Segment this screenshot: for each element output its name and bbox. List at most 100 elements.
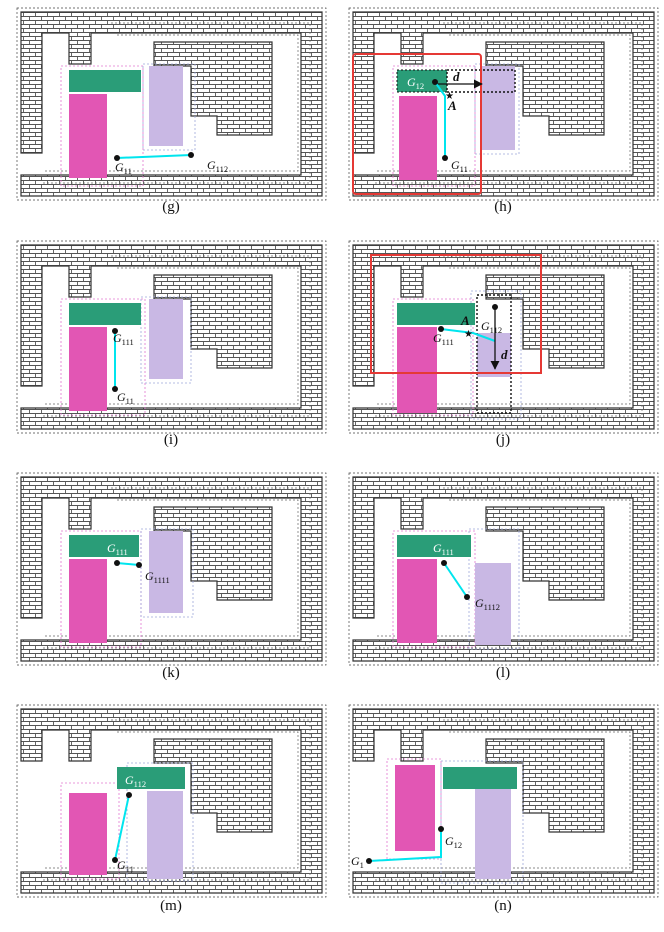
outer-boundary xyxy=(348,240,659,434)
node-label-subscript: 12 xyxy=(454,840,463,850)
green-bar-module xyxy=(397,303,475,325)
magenta-module xyxy=(399,96,437,180)
mark-a: A xyxy=(460,313,470,328)
search-window-frame xyxy=(370,254,542,374)
lavender-module xyxy=(147,791,183,879)
node-label-g11: G11 xyxy=(117,390,134,406)
target-position-box xyxy=(476,294,512,414)
node-label-subscript: 1111 xyxy=(154,575,170,585)
panel-caption-m: (m) xyxy=(160,898,182,914)
outer-boundary xyxy=(348,7,659,201)
green-bar-module xyxy=(69,303,141,325)
brick-wall xyxy=(20,244,323,430)
panel-caption-g: (g) xyxy=(162,199,180,215)
magenta-module xyxy=(69,793,107,875)
lavender-bounding-box xyxy=(468,528,520,650)
node-label-g11: G11 xyxy=(115,160,132,176)
node-label-base: G xyxy=(125,773,134,787)
panel-caption-l: (l) xyxy=(496,665,510,681)
corridor-guide xyxy=(43,255,311,417)
panel-caption-j: (j) xyxy=(496,432,510,448)
lavender-bounding-box xyxy=(440,760,524,884)
magenta-module xyxy=(395,765,435,851)
node-label-base: G xyxy=(117,390,126,404)
magenta-module xyxy=(397,559,437,643)
lavender-bounding-box xyxy=(140,296,192,384)
node-label-subscript: 1 xyxy=(360,860,364,870)
node-label-base: G xyxy=(407,75,416,89)
node-label-g112: G112 xyxy=(481,319,502,335)
magenta-module xyxy=(69,327,107,411)
node-label-g12: G12 xyxy=(445,834,462,850)
lavender-bounding-box xyxy=(142,63,196,151)
mark-a: A xyxy=(447,98,457,113)
panel-caption-h: (h) xyxy=(494,199,512,215)
node-label-subscript: 112 xyxy=(490,325,502,335)
star-marker: ★ xyxy=(464,329,473,340)
lavender-module xyxy=(475,789,511,879)
lavender-module xyxy=(475,563,511,645)
panel-l: G111 G1112 xyxy=(348,472,659,666)
outer-boundary xyxy=(16,704,327,898)
outer-boundary xyxy=(16,472,327,666)
mark-d: d xyxy=(501,347,508,362)
node-label-base: G xyxy=(207,158,216,172)
inner-brick-block xyxy=(485,274,605,369)
brick-wall xyxy=(20,11,323,197)
node-label-subscript: 112 xyxy=(216,164,228,174)
node-label-g11: G11 xyxy=(451,158,468,174)
graph-edge xyxy=(443,562,468,598)
corridor-guide xyxy=(43,22,311,184)
node-label-g1112: G1112 xyxy=(475,596,500,612)
magenta-module xyxy=(69,94,107,178)
green-bar-module xyxy=(117,767,185,789)
green-bar-module xyxy=(443,767,517,789)
node-label-base: G xyxy=(433,541,442,555)
node-dot xyxy=(136,562,142,568)
node-dot xyxy=(114,155,120,161)
node-label-g111: G111 xyxy=(433,541,454,557)
node-dot xyxy=(112,386,118,392)
graph-edge xyxy=(114,794,130,861)
mark-d: d xyxy=(453,69,460,84)
node-label-base: G xyxy=(351,854,360,868)
graph-edge xyxy=(440,328,496,342)
lavender-module xyxy=(149,531,183,613)
magenta-module xyxy=(69,559,107,643)
panel-caption-k: (k) xyxy=(162,665,180,681)
node-label-base: G xyxy=(107,541,116,555)
lavender-bounding-box xyxy=(140,528,194,618)
node-dot xyxy=(438,826,444,832)
corridor-guide xyxy=(375,255,643,417)
node-dot xyxy=(112,857,118,863)
node-dot xyxy=(114,560,120,566)
node-label-base: G xyxy=(145,569,154,583)
green-bar-module xyxy=(397,535,471,557)
inner-brick-block xyxy=(153,738,273,833)
corridor-guide xyxy=(43,487,311,649)
graph-edge xyxy=(116,154,192,159)
node-label-base: G xyxy=(451,158,460,172)
lavender-module xyxy=(481,66,515,150)
node-label-g112: G112 xyxy=(207,158,228,174)
node-label-subscript: 11 xyxy=(460,164,468,174)
node-dot xyxy=(432,79,438,85)
node-label-subscript: 111 xyxy=(442,337,454,347)
node-label-g12: G12 xyxy=(407,75,424,91)
lavender-bounding-box xyxy=(470,290,522,420)
node-label-base: G xyxy=(475,596,484,610)
node-dot xyxy=(126,792,132,798)
inner-brick-block xyxy=(485,506,605,601)
pink-bounding-box xyxy=(60,298,146,416)
node-label-subscript: 111 xyxy=(122,337,134,347)
node-label-subscript: 112 xyxy=(134,779,146,789)
node-label-base: G xyxy=(113,331,122,345)
panel-caption-i: (i) xyxy=(164,432,178,448)
node-label-subscript: 11 xyxy=(126,864,134,874)
node-dot xyxy=(464,594,470,600)
graph-edge xyxy=(368,829,442,862)
